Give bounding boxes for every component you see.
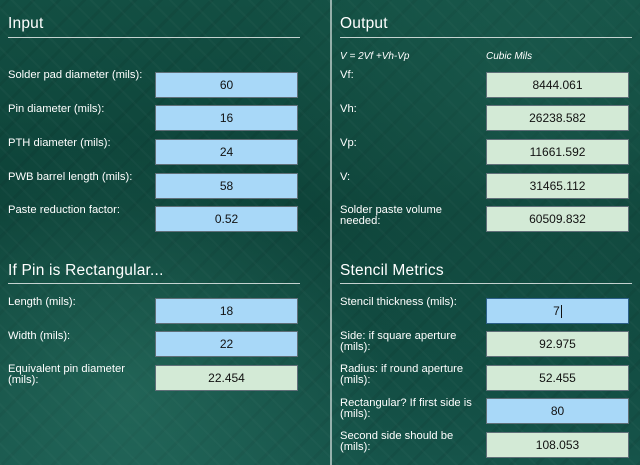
pwb-barrel-length-label: PWB barrel length (mils): [8,171,133,183]
input-title-rule [8,37,300,38]
v-output: 31465.112 [486,173,629,199]
rectangular-first-side-input[interactable]: 80 [486,398,629,424]
output-title-rule [340,37,632,38]
second-side-label: Second side should be (mils): [340,430,454,453]
units-text: Cubic Mils [486,51,533,62]
square-aperture-label: Side: if square aperture (mils): [340,330,457,353]
vh-output: 26238.582 [486,105,629,131]
stencil-title-rule [340,283,632,284]
round-aperture-label: Radius: if round aperture (mils): [340,363,464,386]
rectangular-first-side-label: Rectangular? If first side is (mils): [340,397,472,420]
rectangular-title: If Pin is Rectangular... [8,262,164,279]
solder-pad-diameter-label: Solder pad diameter (mils): [8,69,143,81]
text-caret [560,304,562,318]
vf-label: Vf: [340,69,354,81]
vp-label: Vp: [340,137,357,149]
width-input[interactable]: 22 [155,331,298,357]
stencil-thickness-input[interactable]: 7 [486,298,629,324]
pwb-barrel-length-input[interactable]: 58 [155,173,298,199]
equivalent-pin-diameter-label: Equivalent pin diameter (mils): [8,363,125,386]
solder-paste-volume-output: 60509.832 [486,206,629,232]
paste-reduction-factor-label: Paste reduction factor: [8,204,120,216]
pin-diameter-input[interactable]: 16 [155,105,298,131]
equivalent-pin-diameter-output: 22.454 [155,365,298,391]
vf-output: 8444.061 [486,72,629,98]
length-label: Length (mils): [8,296,76,308]
stencil-metrics-title: Stencil Metrics [340,262,444,279]
vp-output: 11661.592 [486,139,629,165]
output-title: Output [340,15,388,32]
second-side-output: 108.053 [486,432,629,458]
solder-paste-volume-label: Solder paste volume needed: [340,204,442,227]
length-input[interactable]: 18 [155,298,298,324]
rectangular-title-rule [8,283,300,284]
stencil-thickness-label: Stencil thickness (mils): [340,296,457,308]
round-aperture-output: 52.455 [486,365,629,391]
pth-diameter-label: PTH diameter (mils): [8,137,111,149]
pin-diameter-label: Pin diameter (mils): [8,103,105,115]
solder-pad-diameter-input[interactable]: 60 [155,72,298,98]
stencil-thickness-value: 7 [553,304,560,318]
width-label: Width (mils): [8,330,71,342]
v-label: V: [340,171,351,183]
input-title: Input [8,15,44,32]
formula-text: V = 2Vf +Vh-Vp [340,51,410,62]
column-divider [330,0,332,465]
paste-reduction-factor-input[interactable]: 0.52 [155,206,298,232]
pth-diameter-input[interactable]: 24 [155,139,298,165]
vh-label: Vh: [340,103,357,115]
square-aperture-output: 92.975 [486,331,629,357]
